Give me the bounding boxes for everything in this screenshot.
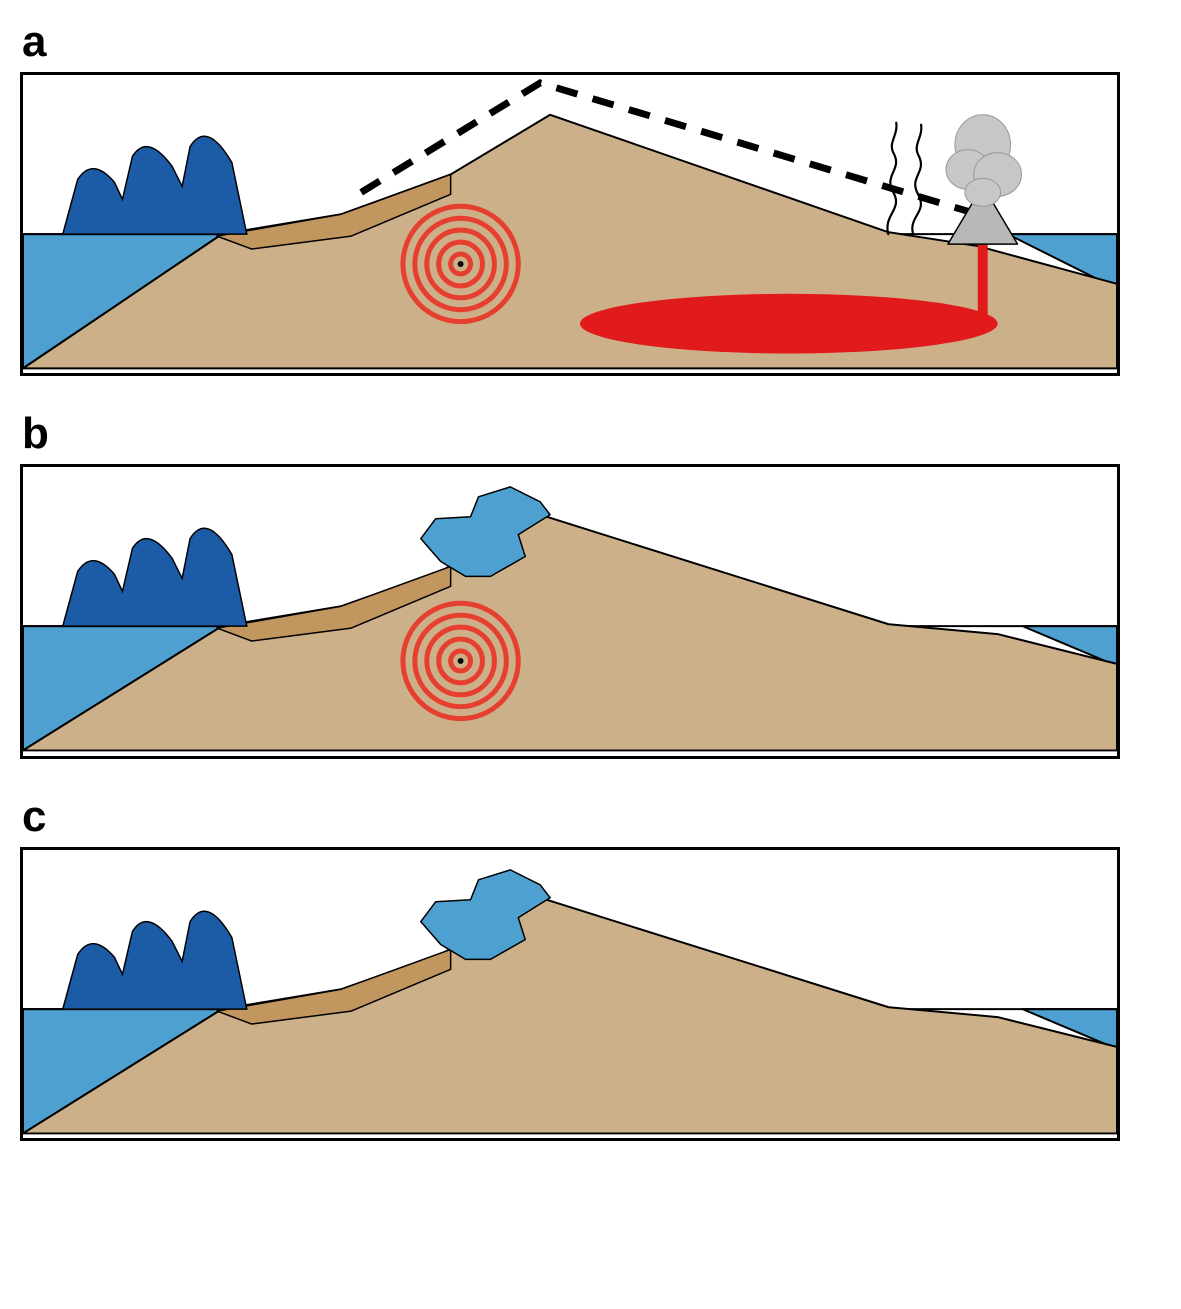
panel-label-c: c bbox=[22, 795, 1161, 839]
panel-b-diagram bbox=[23, 467, 1117, 755]
panel-a-diagram bbox=[23, 75, 1117, 373]
panel-a-frame bbox=[20, 72, 1120, 376]
panel-label-a: a bbox=[22, 20, 1161, 64]
figure: a b c bbox=[0, 0, 1181, 1207]
panel-label-b: b bbox=[22, 412, 1161, 456]
panel-c-frame bbox=[20, 847, 1120, 1141]
panel-b-frame bbox=[20, 464, 1120, 758]
panel-c-diagram bbox=[23, 850, 1117, 1138]
